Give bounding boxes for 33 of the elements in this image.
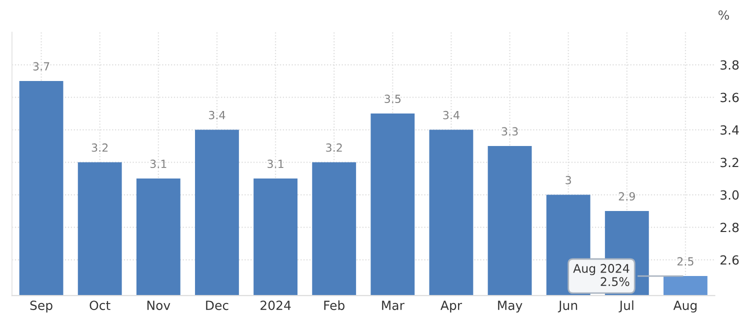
data-label: 3.5 bbox=[384, 94, 401, 104]
data-label: 3.2 bbox=[92, 143, 108, 152]
y-tick-label: 3.2 bbox=[720, 158, 738, 168]
data-label: 3.7 bbox=[33, 62, 50, 71]
x-tick-label: Jun bbox=[558, 300, 578, 312]
x-tick-label: Aug bbox=[673, 300, 697, 313]
y-axis-title: % bbox=[718, 10, 729, 20]
data-label: 3.4 bbox=[443, 110, 460, 120]
x-tick-label: Mar bbox=[382, 300, 404, 310]
x-tick-label: Feb bbox=[324, 300, 344, 310]
data-label: 3.1 bbox=[268, 160, 284, 168]
data-label: 3.2 bbox=[326, 143, 342, 152]
data-label: 2.5 bbox=[677, 257, 694, 266]
data-label: 3 bbox=[566, 176, 571, 184]
y-tick-label: 3.0 bbox=[720, 190, 739, 200]
data-label: 3.4 bbox=[208, 110, 226, 120]
x-tick-label: Apr bbox=[440, 300, 462, 313]
x-tick-label: May bbox=[498, 300, 522, 313]
x-tick-label: Dec bbox=[206, 300, 228, 310]
x-tick-label: Sep bbox=[30, 300, 52, 313]
y-tick-label: 3.4 bbox=[720, 125, 739, 135]
annotation: Aug 2024 2.5% bbox=[573, 264, 630, 286]
y-tick-label: 2.6 bbox=[720, 255, 739, 265]
x-tick-label: Oct bbox=[90, 300, 110, 310]
y-tick-label: 2.8 bbox=[720, 222, 739, 232]
data-label: 3.3 bbox=[502, 127, 518, 136]
data-label: 2.9 bbox=[618, 192, 635, 201]
x-tick-label: Nov bbox=[147, 300, 170, 310]
x-tick-label: Jul bbox=[618, 300, 634, 312]
y-tick-label: 3.8 bbox=[720, 60, 739, 70]
data-label: 3.1 bbox=[150, 160, 166, 168]
x-tick-label: 2024 bbox=[260, 300, 291, 310]
y-tick-label: 3.6 bbox=[720, 92, 739, 102]
